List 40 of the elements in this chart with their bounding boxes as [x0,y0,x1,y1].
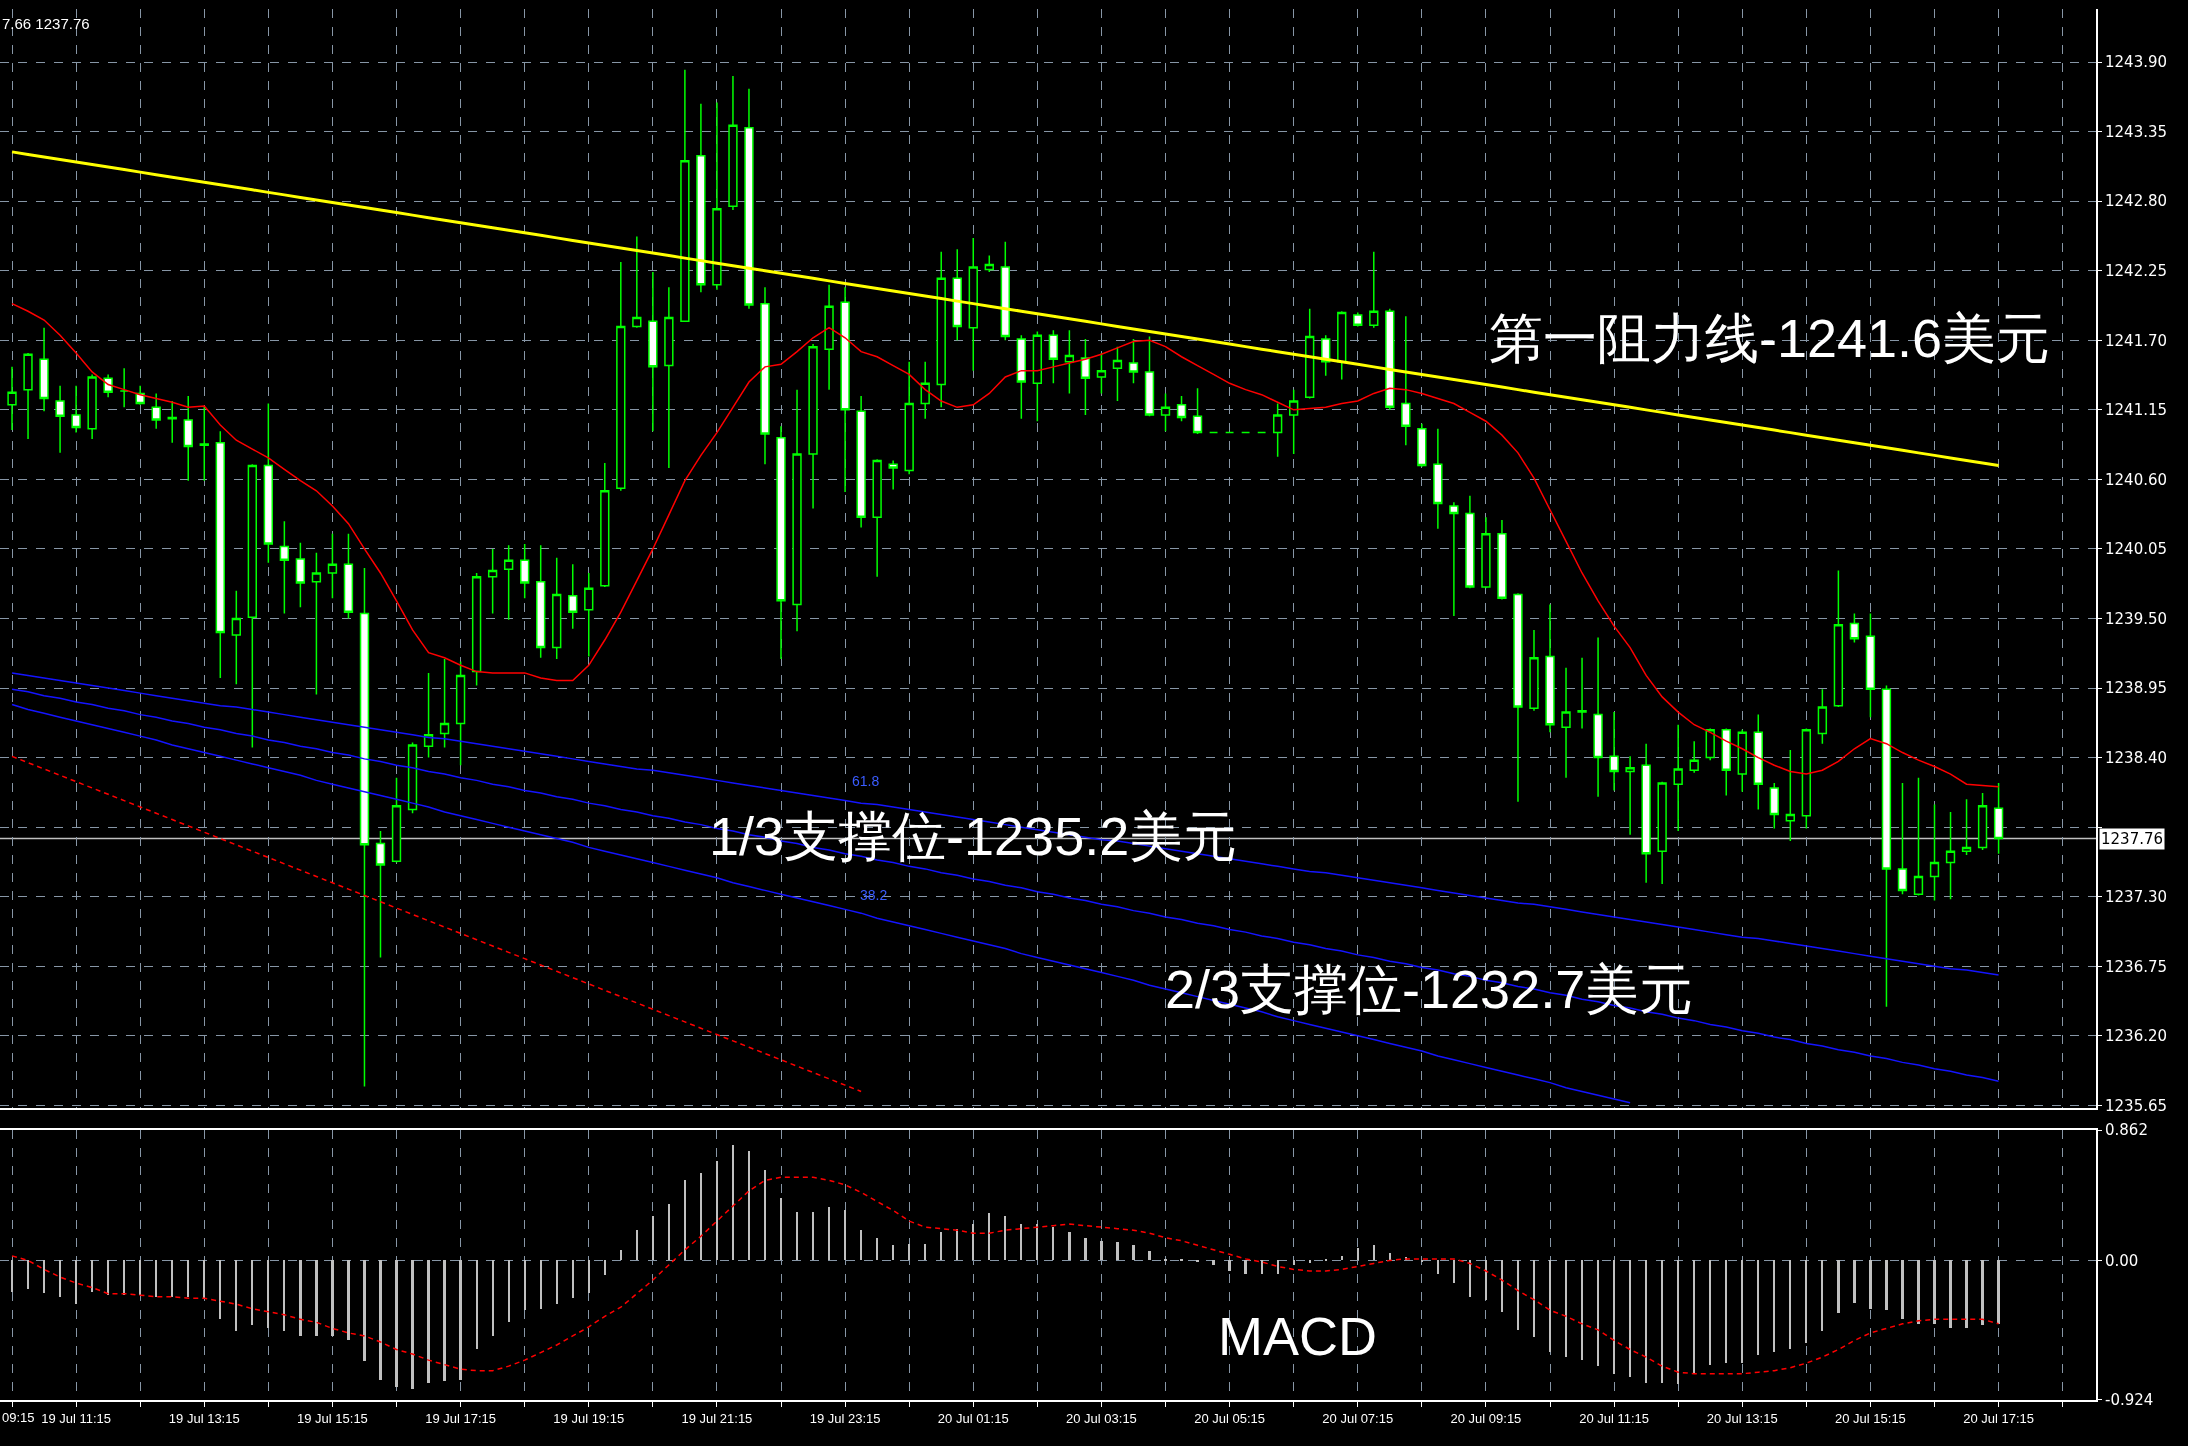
x-tick-label: 20 Jul 05:15 [1194,1410,1266,1426]
y-tick-label: 1235.65 [2105,1096,2168,1115]
y-tick-label: 1243.90 [2105,53,2168,72]
y-tick-label: 1237.30 [2105,887,2168,906]
x-tick-label: 19 Jul 13:15 [168,1410,240,1426]
y-tick-label: 1236.20 [2105,1027,2168,1046]
y-tick-label: -0.924 [2105,1391,2154,1410]
y-tick-label: 1241.70 [2105,331,2168,350]
x-tick-label: 20 Jul 15:15 [1835,1410,1906,1426]
x-tick-label: 19 Jul 15:15 [297,1410,368,1426]
y-tick-label: 1241.15 [2105,401,2168,420]
y-tick-label: 1242.25 [2105,262,2168,281]
text: 09:15 [2,1410,35,1425]
x-tick-label: 20 Jul 03:15 [1066,1410,1137,1426]
annotation: MACD [1218,1306,1377,1366]
x-tick-label: 20 Jul 07:15 [1322,1410,1394,1426]
y-tick-label: 1242.80 [2105,192,2168,211]
x-tick-label: 20 Jul 11:15 [1579,1410,1650,1426]
x-tick-label: 20 Jul 09:15 [1450,1410,1522,1426]
y-tick-label: 0.862 [2105,1121,2148,1140]
y-tick-label: 1240.60 [2105,470,2168,489]
y-tick-label: 0.00 [2105,1251,2139,1270]
annotation: 61.8 [852,773,880,789]
x-tick-label: 19 Jul 19:15 [553,1410,625,1426]
y-tick-label: 1243.35 [2105,122,2168,141]
y-tick-label: 1240.05 [2105,540,2168,559]
x-tick-label: 19 Jul 23:15 [809,1410,881,1426]
x-tick-label: 19 Jul 11:15 [41,1410,112,1426]
x-tick-label: 20 Jul 17:15 [1963,1410,2035,1426]
y-tick-label: 1239.50 [2105,609,2168,628]
ref-line-label: 1237.76 [2101,830,2164,848]
annotation: 38.2 [860,887,888,903]
y-tick-label: 1238.95 [2105,679,2168,698]
x-tick-label: 20 Jul 13:15 [1706,1410,1778,1426]
x-tick-label: 20 Jul 01:15 [937,1410,1009,1426]
y-tick-label: 1238.40 [2105,748,2168,767]
annotation: 7.66 1237.76 [2,15,90,32]
x-tick-label: 19 Jul 17:15 [425,1410,497,1426]
x-tick-label: 19 Jul 21:15 [681,1410,753,1426]
y-tick-label: 1236.75 [2105,957,2168,976]
